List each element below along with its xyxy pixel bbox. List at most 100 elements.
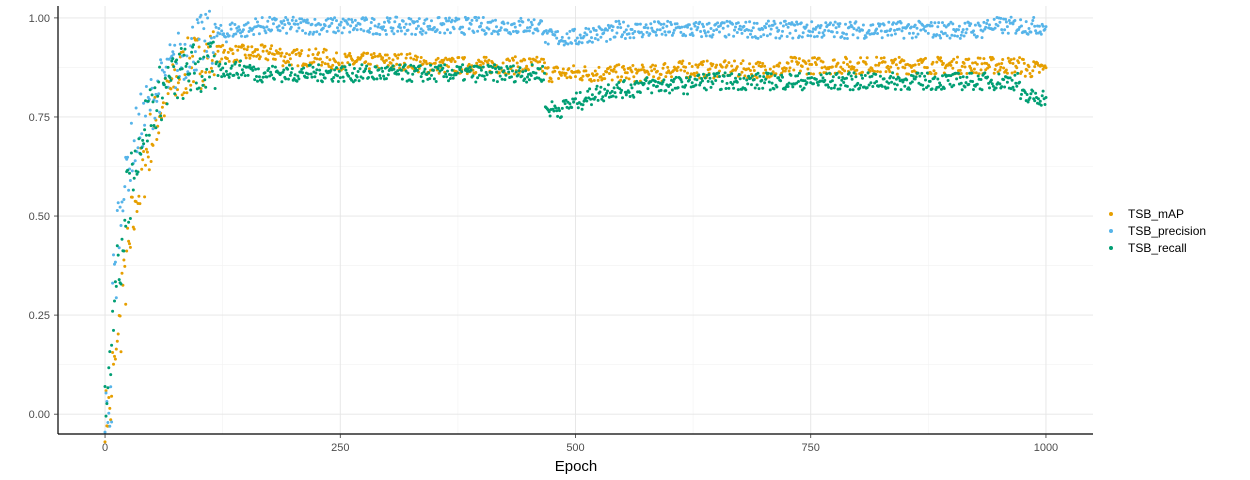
data-point [979, 78, 983, 81]
data-point [655, 69, 659, 73]
data-point [377, 68, 381, 72]
data-point [854, 75, 858, 79]
data-point [296, 22, 300, 26]
data-point [982, 20, 986, 24]
data-point [659, 22, 663, 26]
data-point [294, 52, 298, 56]
data-point [947, 22, 951, 26]
data-point [126, 226, 130, 230]
data-point [736, 88, 740, 92]
data-point [916, 71, 920, 75]
data-point [1014, 31, 1018, 35]
data-point [284, 16, 288, 19]
data-point [583, 65, 587, 69]
data-point [192, 80, 195, 84]
data-point [611, 94, 615, 98]
data-point [144, 114, 147, 118]
data-point [288, 57, 292, 61]
data-point [781, 24, 785, 28]
data-point [584, 96, 588, 100]
data-point [189, 88, 193, 92]
data-point [386, 73, 390, 77]
data-point [588, 39, 592, 43]
data-point [498, 74, 502, 78]
data-point [1044, 96, 1048, 99]
data-point [939, 56, 943, 60]
data-point [124, 302, 128, 306]
data-point [806, 67, 810, 71]
data-point [348, 51, 352, 55]
data-point [617, 19, 621, 23]
data-point [406, 71, 410, 75]
data-point [572, 100, 576, 104]
data-point [848, 60, 852, 64]
data-point [892, 76, 895, 80]
data-point [667, 85, 671, 88]
data-point [113, 299, 116, 303]
data-point [842, 31, 846, 35]
data-point [838, 22, 842, 26]
data-point [690, 81, 694, 85]
data-point [293, 73, 297, 77]
data-point [769, 27, 773, 31]
data-point [274, 17, 278, 21]
data-point [742, 76, 746, 80]
data-point [639, 68, 643, 72]
data-point [837, 76, 841, 80]
data-point [116, 201, 120, 205]
data-point [499, 66, 503, 70]
data-point [897, 55, 901, 59]
data-point [559, 73, 563, 77]
data-point [1029, 30, 1033, 34]
data-point [256, 20, 259, 24]
data-point [724, 87, 728, 90]
data-point [856, 36, 860, 40]
data-point [702, 60, 705, 63]
data-point [1043, 27, 1047, 31]
data-point [1030, 22, 1034, 26]
data-point [547, 110, 551, 114]
data-point [151, 127, 155, 131]
data-point [230, 48, 234, 52]
data-point [138, 202, 142, 206]
data-point [415, 55, 419, 59]
data-point [376, 25, 380, 29]
data-point [485, 73, 489, 77]
data-point [185, 54, 189, 58]
data-point [855, 68, 859, 72]
data-point [662, 78, 666, 82]
data-point [696, 26, 700, 29]
data-point [640, 35, 644, 39]
data-point [624, 93, 628, 97]
data-point [491, 61, 495, 65]
data-point [909, 65, 913, 69]
data-point [643, 26, 647, 29]
data-point [260, 43, 264, 47]
data-point [288, 73, 292, 77]
data-point [809, 34, 813, 38]
data-point [730, 72, 734, 76]
data-point [369, 21, 373, 24]
data-point [502, 22, 506, 26]
data-point [965, 27, 969, 31]
data-point [949, 63, 953, 67]
data-point [415, 19, 419, 23]
data-point [761, 62, 765, 65]
data-point [364, 67, 368, 71]
data-point [148, 108, 152, 112]
data-point [106, 386, 110, 390]
data-point [578, 91, 582, 94]
y-tick-label: 0.50 [29, 211, 50, 223]
data-point [768, 32, 772, 36]
data-point [124, 224, 128, 228]
data-point [887, 20, 891, 24]
data-point [586, 89, 590, 93]
data-point [961, 28, 965, 32]
data-point [576, 106, 580, 110]
data-point [168, 76, 172, 79]
data-point [619, 26, 623, 30]
data-point [676, 65, 680, 69]
data-point [159, 58, 163, 62]
data-point [762, 71, 766, 75]
